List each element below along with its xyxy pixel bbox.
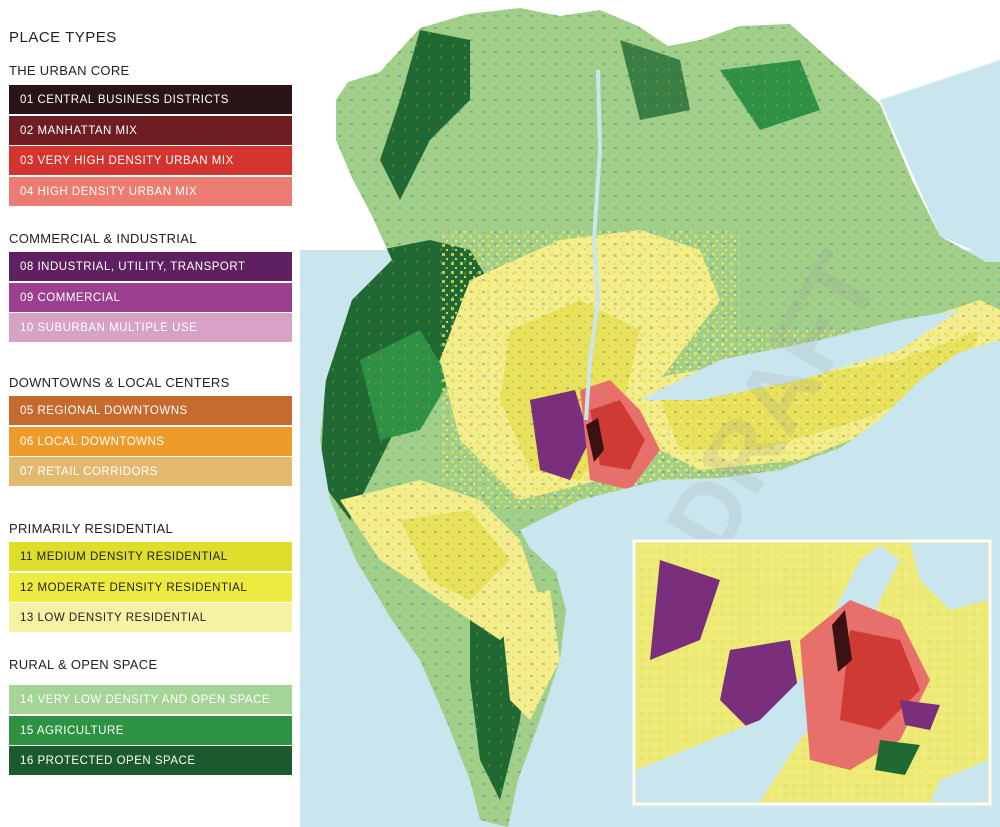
legend-item-regional-downtowns: 05 REGIONAL DOWNTOWNS [9, 396, 292, 425]
map-land [320, 8, 1000, 827]
map-water-upper [880, 60, 1000, 262]
group-title-urban-core: THE URBAN CORE [9, 63, 130, 78]
legend: PLACE TYPES THE URBAN CORE 01 CENTRAL BU… [0, 0, 300, 827]
legend-item-commercial: 09 COMMERCIAL [9, 283, 292, 312]
legend-title: PLACE TYPES [9, 29, 117, 46]
legend-item-very-low-density-open-space: 14 VERY LOW DENSITY AND OPEN SPACE [9, 685, 292, 714]
legend-item-high-density-urban-mix: 04 HIGH DENSITY URBAN MIX [9, 177, 292, 206]
legend-item-protected-open-space: 16 PROTECTED OPEN SPACE [9, 746, 292, 775]
legend-item-low-density-residential: 13 LOW DENSITY RESIDENTIAL [9, 603, 292, 632]
group-title-primarily-residential: PRIMARILY RESIDENTIAL [9, 521, 174, 536]
legend-item-suburban-multiple-use: 10 SUBURBAN MULTIPLE USE [9, 313, 292, 342]
land-use-map: DRAFT [300, 0, 1000, 827]
group-title-rural-open-space: RURAL & OPEN SPACE [9, 657, 158, 672]
legend-item-retail-corridors: 07 RETAIL CORRIDORS [9, 457, 292, 486]
legend-item-local-downtowns: 06 LOCAL DOWNTOWNS [9, 427, 292, 456]
legend-item-industrial-utility-transport: 08 INDUSTRIAL, UTILITY, TRANSPORT [9, 252, 292, 281]
map-inset [632, 539, 992, 806]
legend-item-moderate-density-residential: 12 MODERATE DENSITY RESIDENTIAL [9, 573, 292, 602]
legend-item-central-business-districts: 01 CENTRAL BUSINESS DISTRICTS [9, 85, 292, 114]
legend-item-very-high-density-urban-mix: 03 VERY HIGH DENSITY URBAN MIX [9, 146, 292, 175]
map-long-island-sound [640, 310, 960, 400]
legend-item-agriculture: 15 AGRICULTURE [9, 716, 292, 745]
region-map-svg: DRAFT [300, 8, 1000, 827]
legend-item-manhattan-mix: 02 MANHATTAN MIX [9, 116, 292, 145]
group-title-commercial-industrial: COMMERCIAL & INDUSTRIAL [9, 231, 197, 246]
map-hudson-river [584, 69, 603, 421]
legend-item-medium-density-residential: 11 MEDIUM DENSITY RESIDENTIAL [9, 542, 292, 571]
group-title-downtowns-local-centers: DOWNTOWNS & LOCAL CENTERS [9, 375, 230, 390]
